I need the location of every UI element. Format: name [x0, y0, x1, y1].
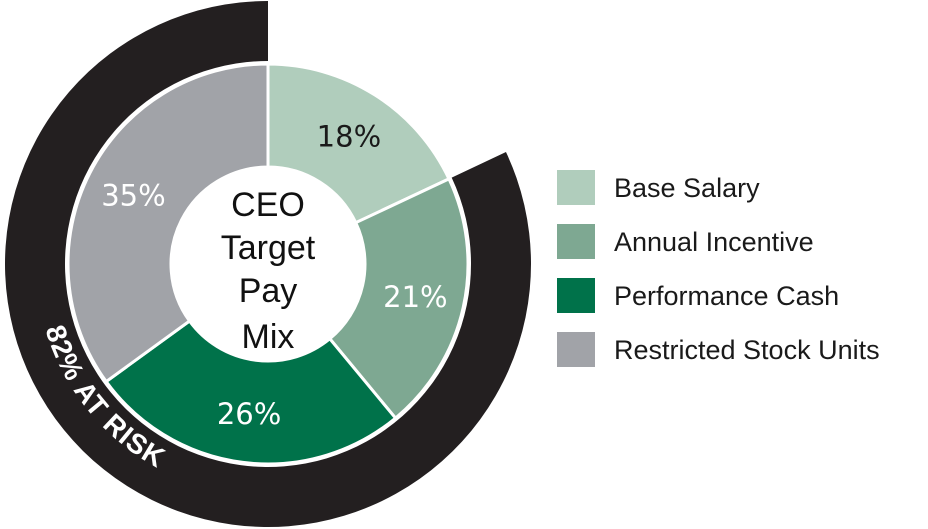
slice-performance-cash [104, 318, 398, 466]
slice-label-base-salary: 18% [317, 120, 381, 154]
slice-label-annual-incentive: 21% [383, 280, 447, 314]
chart-legend: Base Salary Annual Incentive Performance C… [557, 170, 880, 367]
legend-label-base-salary: Base Salary [614, 173, 760, 203]
legend-label-restricted-stock-units: Restricted Stock Units [614, 335, 880, 365]
donut-slices [66, 62, 470, 466]
center-title-line-3: Pay [239, 272, 298, 310]
legend-swatch-performance-cash [557, 278, 595, 313]
center-title-line-4: Mix [242, 318, 295, 356]
slice-annual-incentive [327, 176, 470, 421]
slice-label-performance-cash: 26% [217, 397, 281, 431]
legend-swatch-restricted-stock-units [557, 332, 595, 367]
center-title-line-2: Target [221, 229, 316, 267]
legend-swatch-annual-incentive [557, 224, 595, 259]
legend-label-annual-incentive: Annual Incentive [614, 227, 814, 257]
slice-labels: 18% 21% 26% 35% [101, 120, 447, 431]
legend-label-performance-cash: Performance Cash [614, 281, 839, 311]
slice-label-restricted-stock-units: 35% [101, 178, 165, 212]
chart-center-title: CEO Target Pay Mix [221, 186, 316, 356]
center-title-line-1: CEO [231, 186, 305, 224]
slice-base-salary [266, 62, 451, 225]
slice-restricted-stock-units [66, 62, 270, 384]
legend-swatch-base-salary [557, 170, 595, 205]
